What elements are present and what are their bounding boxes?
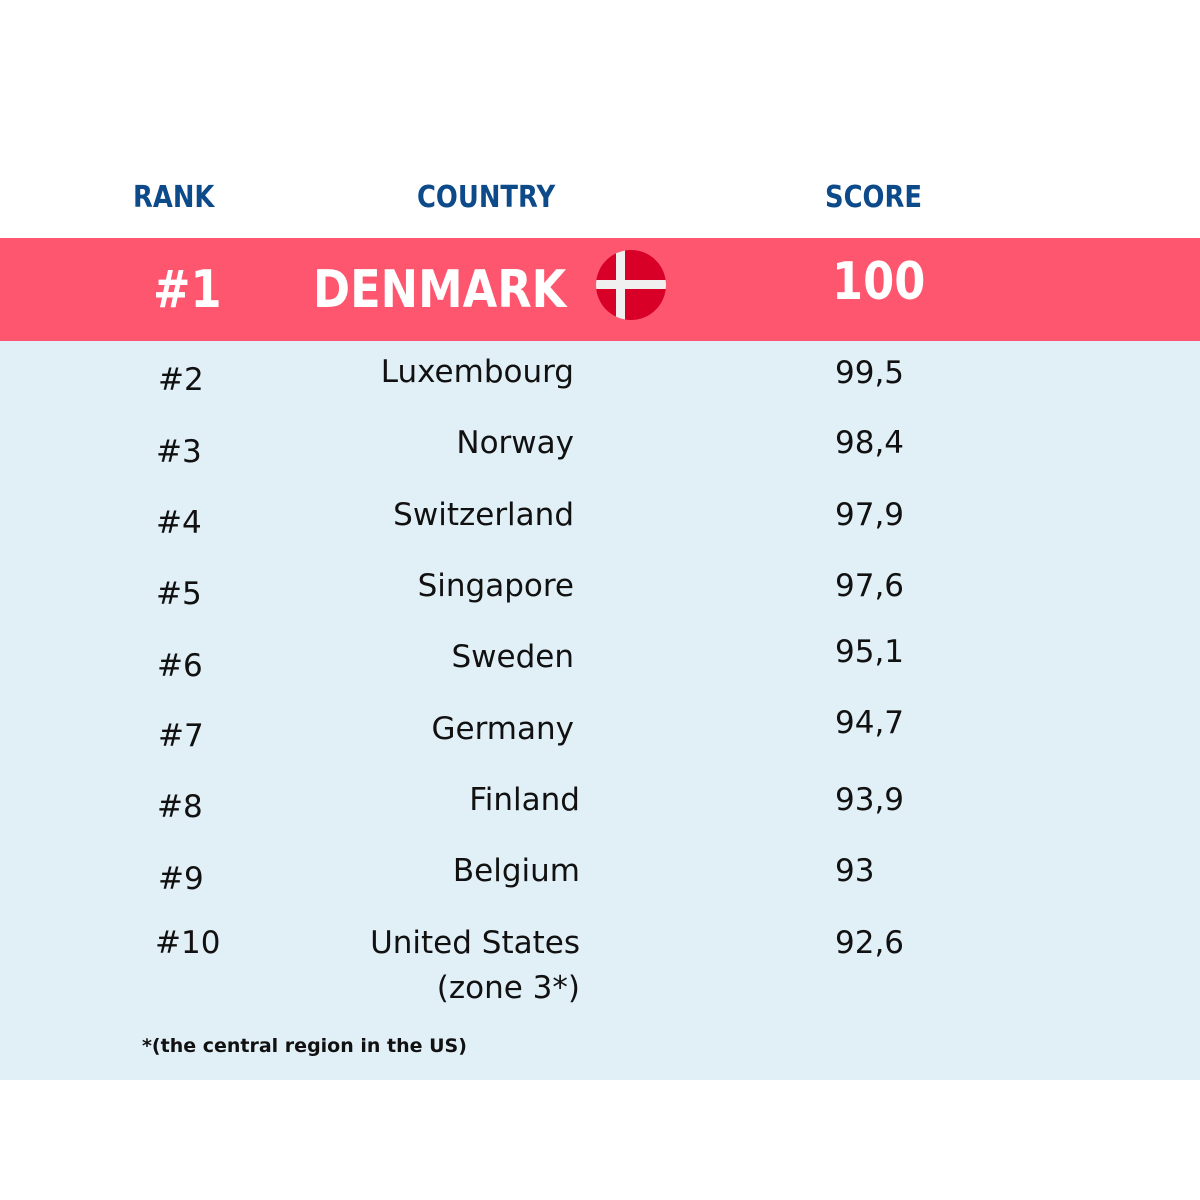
country: Germany bbox=[431, 711, 574, 747]
country: Luxembourg bbox=[380, 354, 574, 390]
country: Singapore bbox=[417, 568, 574, 604]
top-score: 100 bbox=[832, 252, 926, 312]
country: United States bbox=[370, 925, 580, 961]
rank: #9 bbox=[158, 861, 204, 897]
rank: #5 bbox=[156, 576, 202, 612]
score: 92,6 bbox=[835, 925, 905, 961]
score: 95,1 bbox=[835, 634, 905, 670]
header-country: COUNTRY bbox=[417, 180, 556, 215]
rank: #2 bbox=[158, 362, 204, 398]
header-score: SCORE bbox=[825, 180, 922, 215]
country: Sweden bbox=[451, 639, 574, 675]
country: Belgium bbox=[452, 853, 580, 889]
rankings-body bbox=[0, 341, 1200, 1080]
score: 98,4 bbox=[835, 425, 905, 461]
score: 99,5 bbox=[835, 355, 905, 391]
top-country: DENMARK bbox=[313, 260, 567, 320]
country: Norway bbox=[456, 425, 574, 461]
top-rank-row: #1 DENMARK 100 bbox=[0, 238, 1200, 341]
score: 93 bbox=[835, 853, 875, 889]
denmark-flag-icon bbox=[596, 250, 666, 320]
score: 97,6 bbox=[835, 568, 905, 604]
rank: #10 bbox=[155, 925, 221, 961]
footnote: *(the central region in the US) bbox=[142, 1035, 467, 1057]
rank: #4 bbox=[156, 505, 202, 541]
rank: #7 bbox=[158, 718, 204, 754]
score: 94,7 bbox=[835, 705, 905, 741]
rank: #8 bbox=[157, 789, 203, 825]
rank: #3 bbox=[156, 434, 202, 470]
top-rank: #1 bbox=[153, 260, 222, 320]
rank: #6 bbox=[157, 648, 203, 684]
score: 93,9 bbox=[835, 782, 905, 818]
country: Finland bbox=[469, 782, 580, 818]
country: Switzerland bbox=[393, 497, 574, 533]
country-note: (zone 3*) bbox=[436, 970, 580, 1006]
score: 97,9 bbox=[835, 497, 905, 533]
header-rank: RANK bbox=[133, 180, 215, 215]
